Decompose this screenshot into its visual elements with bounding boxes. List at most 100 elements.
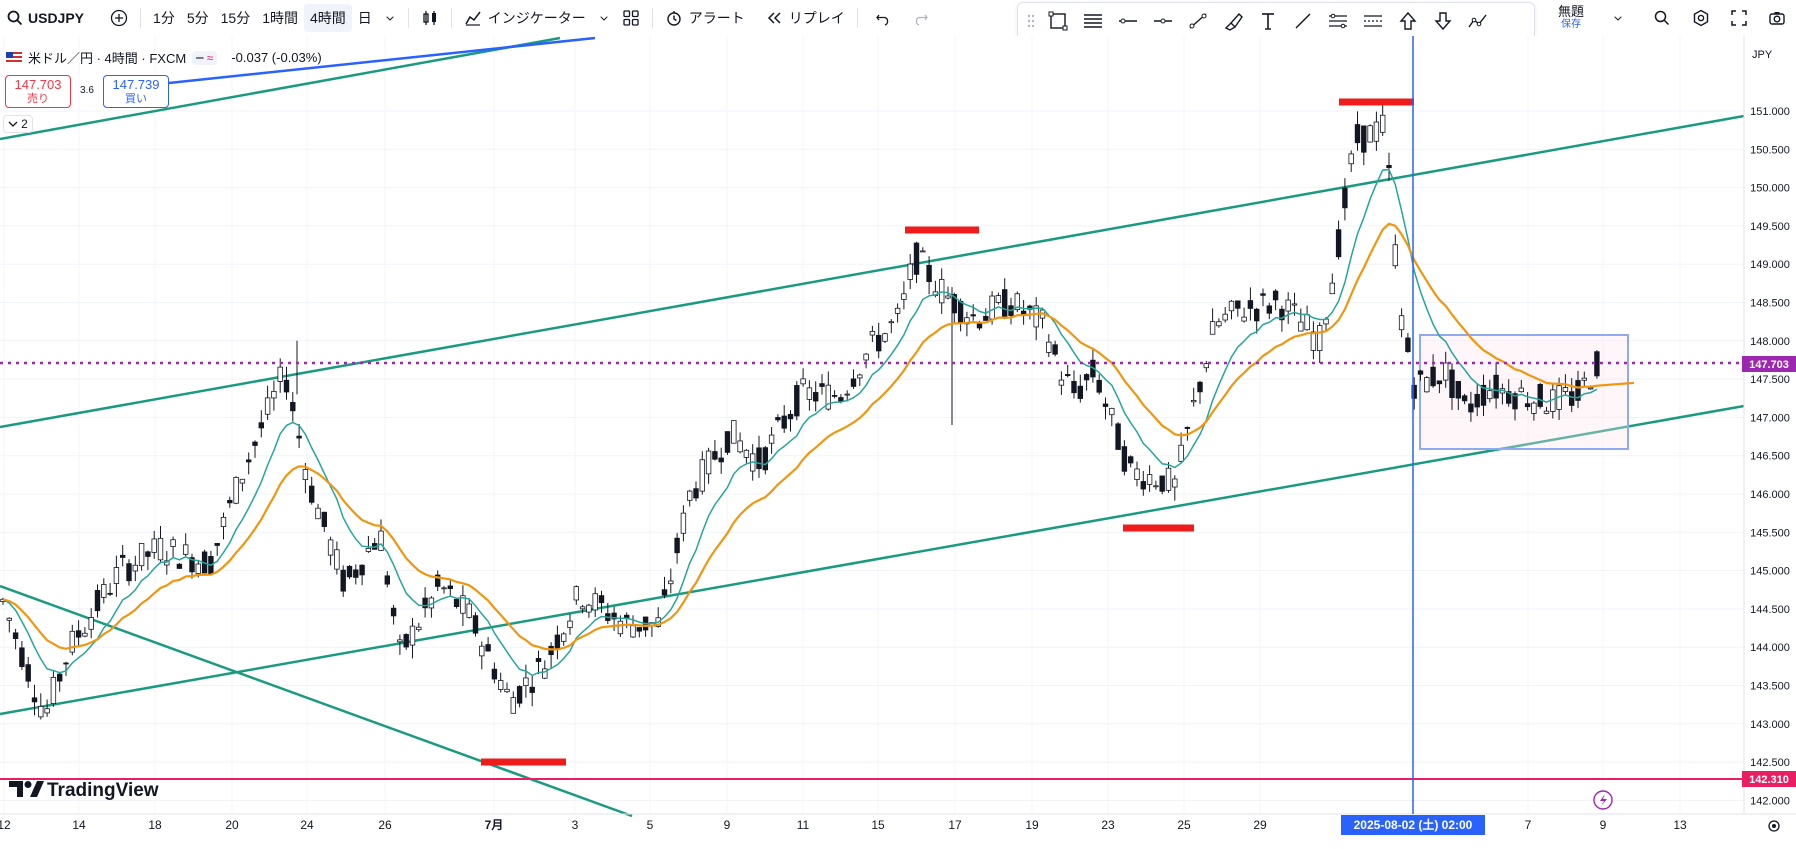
- candle-body: [838, 397, 844, 402]
- candle-body: [794, 385, 800, 417]
- candle-body: [630, 625, 636, 638]
- compare-button[interactable]: [104, 4, 134, 32]
- horizontal-ray-icon[interactable]: [1113, 6, 1143, 36]
- currency-label[interactable]: JPY: [1752, 49, 1773, 61]
- price-axis[interactable]: [1744, 36, 1796, 849]
- candle-body: [31, 697, 38, 703]
- templates-button[interactable]: [616, 4, 646, 32]
- trend-line-icon[interactable]: [1183, 6, 1213, 36]
- redo-button[interactable]: [906, 4, 936, 32]
- range-tool-icon[interactable]: [1358, 6, 1388, 36]
- drag-handle-icon[interactable]: [1024, 6, 1038, 36]
- chart-type-button[interactable]: [415, 4, 445, 32]
- candle-body: [69, 630, 75, 653]
- alert-button[interactable]: アラート: [659, 4, 751, 32]
- text-tool-icon[interactable]: [1253, 6, 1283, 36]
- symbol-name: USDJPY: [28, 10, 85, 26]
- crosshair-date-box: [1341, 815, 1485, 835]
- fib-tool-icon[interactable]: [1078, 6, 1108, 36]
- candle-body: [1254, 308, 1260, 322]
- candle-body: [1197, 381, 1203, 393]
- line-tool-icon[interactable]: [1288, 6, 1318, 36]
- time-tick-label: 19: [1025, 818, 1039, 832]
- candle-body: [1102, 403, 1109, 407]
- divider: [651, 8, 653, 28]
- candle-body: [586, 604, 592, 613]
- interval-1m[interactable]: 1分: [153, 10, 175, 26]
- fullscreen-button[interactable]: [1724, 4, 1754, 32]
- arrow-up-icon[interactable]: [1393, 6, 1423, 36]
- price-tick-label: 149.000: [1750, 259, 1790, 271]
- settings-button[interactable]: [1686, 4, 1716, 32]
- time-tick-label: 24: [300, 818, 314, 832]
- legend-collapse-button[interactable]: 2: [3, 115, 33, 133]
- snapshot-button[interactable]: [1762, 4, 1792, 32]
- sell-button[interactable]: 147.703 売り: [5, 75, 71, 108]
- candle-body: [1115, 423, 1121, 450]
- buy-button[interactable]: 147.739 買い: [103, 75, 169, 108]
- candle-body: [227, 499, 233, 504]
- interval-1h[interactable]: 1時間: [262, 10, 298, 26]
- plus-circle-icon: [110, 9, 128, 27]
- candle-body: [12, 632, 19, 639]
- legend-visibility-toggle[interactable]: ━ ≈: [192, 50, 218, 65]
- candle-body: [611, 612, 617, 620]
- interval-5m[interactable]: 5分: [186, 10, 209, 26]
- path-tool-icon[interactable]: [1463, 6, 1493, 36]
- candle-body: [913, 242, 920, 275]
- price-chart[interactable]: 151.000 150.500 150.000 149.500 149.000 148.5…: [0, 36, 1796, 849]
- indicators-dropdown[interactable]: [592, 4, 616, 32]
- interval-4h[interactable]: 4時間: [304, 4, 352, 32]
- candle-body: [176, 563, 183, 569]
- price-tick-label: 146.500: [1750, 451, 1790, 463]
- time-tick-label: 18: [148, 818, 162, 832]
- candle-body: [901, 293, 907, 300]
- ma-teal-line: [2, 168, 1598, 677]
- candle-body: [82, 632, 88, 637]
- interval-1d[interactable]: 日: [357, 10, 372, 26]
- candle-body: [579, 606, 586, 610]
- candle-body: [1361, 125, 1367, 153]
- support-price-label: 142.310: [1749, 774, 1789, 786]
- candle-body: [340, 569, 346, 592]
- candle-body: [1014, 293, 1020, 310]
- price-lines: [0, 361, 1744, 780]
- candle-body: [775, 417, 781, 421]
- candle-body: [516, 686, 523, 704]
- tradingview-logo[interactable]: TradingView: [9, 780, 159, 801]
- candle-body: [781, 415, 787, 429]
- layout-button[interactable]: 無題 保存: [1552, 4, 1590, 32]
- interval-15m[interactable]: 15分: [220, 10, 251, 26]
- candle-body: [573, 586, 579, 601]
- quick-search-button[interactable]: [1647, 4, 1677, 32]
- candle-body: [674, 537, 680, 554]
- lightning-icon[interactable]: [1593, 790, 1613, 810]
- interval-dropdown[interactable]: [378, 4, 402, 32]
- legend-title[interactable]: 米ドル／円 · 4時間 · FXCM: [28, 51, 187, 66]
- candle-body: [1002, 289, 1008, 319]
- candle-body: [1367, 125, 1373, 143]
- rectangle-tool-icon[interactable]: [1043, 6, 1073, 36]
- layout-dropdown[interactable]: [1606, 4, 1630, 32]
- candle-body: [233, 476, 239, 504]
- candle-body: [365, 547, 372, 552]
- symbol-search[interactable]: USDJPY: [0, 4, 90, 32]
- horizontal-line-icon[interactable]: [1148, 6, 1178, 36]
- sell-price: 147.703: [14, 77, 62, 92]
- us-flag-icon: [6, 51, 22, 64]
- brush-tool-icon[interactable]: [1218, 6, 1248, 36]
- axis-settings-icon[interactable]: [1768, 820, 1780, 832]
- indicators-button[interactable]: インジケーター: [458, 4, 592, 32]
- candle-body: [712, 451, 718, 460]
- replay-button[interactable]: リプレイ: [759, 4, 851, 32]
- time-tick-label: 9: [1600, 818, 1607, 832]
- candle-body: [970, 314, 976, 317]
- undo-button[interactable]: [868, 4, 898, 32]
- current-price-label: 147.703: [1749, 359, 1789, 371]
- candle-body: [1096, 379, 1102, 393]
- crosshair-date: 2025-08-02 (土) 02:00: [1354, 817, 1473, 832]
- arrow-down-icon[interactable]: [1428, 6, 1458, 36]
- candle-body: [857, 374, 863, 379]
- parallel-channel-icon[interactable]: [1323, 6, 1353, 36]
- candle-body: [523, 677, 529, 686]
